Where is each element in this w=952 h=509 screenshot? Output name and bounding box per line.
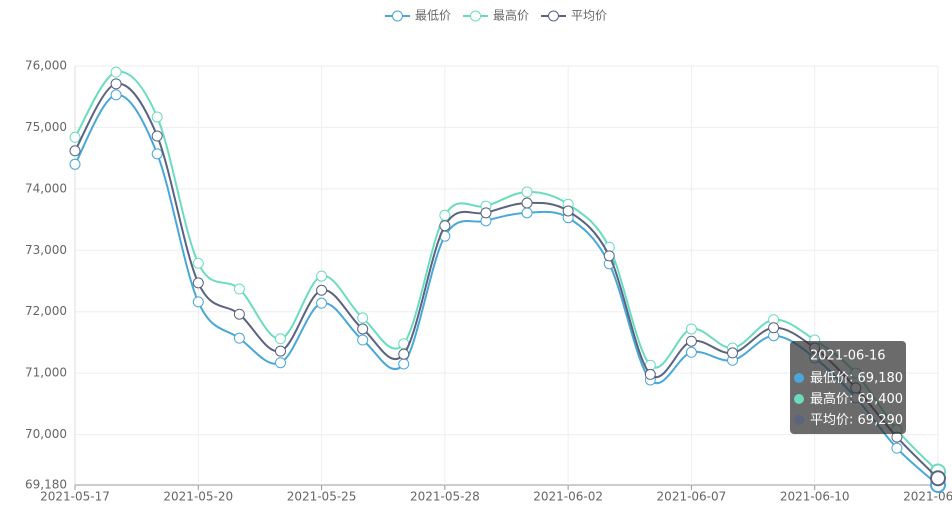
x-tick-label: 2021-06-10 xyxy=(780,490,850,504)
data-point xyxy=(192,277,204,289)
data-point xyxy=(274,357,286,369)
tooltip-item: 最高价: 69,400 xyxy=(810,391,903,407)
data-point xyxy=(521,207,533,219)
x-tick-label: 2021-05-17 xyxy=(40,490,110,504)
y-tick-label: 74,000 xyxy=(25,181,67,195)
data-point xyxy=(768,322,780,334)
data-point xyxy=(480,207,492,219)
y-tick-label: 73,000 xyxy=(25,243,67,257)
data-point xyxy=(398,358,410,370)
data-point xyxy=(151,148,163,160)
legend-marker xyxy=(470,10,481,22)
y-tick-label: 69,180 xyxy=(25,478,67,492)
data-point xyxy=(110,66,122,78)
data-point xyxy=(357,334,369,346)
y-tick-label: 72,000 xyxy=(25,304,67,318)
data-point xyxy=(891,442,903,454)
tooltip-value: 69,400 xyxy=(858,392,904,407)
data-point xyxy=(398,348,410,360)
data-point xyxy=(521,186,533,198)
tooltip-series: 最高价 xyxy=(810,391,849,407)
tooltip-box xyxy=(790,341,906,434)
tooltip-item: 平均价: 69,290 xyxy=(810,413,903,428)
y-tick-label: 75,000 xyxy=(25,120,67,134)
tooltip-title: 2021-06-16 xyxy=(810,349,886,364)
tooltip-dot xyxy=(794,415,804,425)
tooltip-value: 69,290 xyxy=(858,413,904,428)
data-point xyxy=(603,250,615,262)
legend-label: 平均价 xyxy=(571,9,607,23)
data-point xyxy=(357,323,369,335)
data-point xyxy=(110,89,122,101)
data-point xyxy=(930,470,946,487)
data-point xyxy=(316,297,328,309)
legend-label: 最低价 xyxy=(415,9,451,23)
data-point xyxy=(151,111,163,123)
data-point xyxy=(727,347,739,359)
data-point xyxy=(192,296,204,308)
data-point xyxy=(69,131,81,143)
y-tick-label: 70,000 xyxy=(25,427,67,441)
x-tick-label: 2021-05-25 xyxy=(287,490,357,504)
x-tick-label: 2021-06-02 xyxy=(533,490,603,504)
tooltip-dot xyxy=(794,373,804,383)
data-point xyxy=(233,308,245,320)
data-point xyxy=(439,220,451,232)
tooltip-item: 最低价: 69,180 xyxy=(810,371,903,386)
x-tick-label: 2021-05-20 xyxy=(163,490,233,504)
data-point xyxy=(274,345,286,357)
data-point xyxy=(110,78,122,90)
data-point xyxy=(69,145,81,157)
data-point xyxy=(685,346,697,358)
legend-marker xyxy=(548,10,559,22)
data-point xyxy=(69,158,81,170)
tooltip-series: 平均价 xyxy=(810,413,849,428)
data-point xyxy=(357,312,369,324)
data-point xyxy=(274,333,286,345)
data-point xyxy=(439,209,451,221)
data-point xyxy=(151,130,163,142)
data-point xyxy=(562,205,574,217)
legend-label: 最高价 xyxy=(493,8,529,23)
tooltip-series: 最低价 xyxy=(810,371,849,386)
data-point xyxy=(233,283,245,295)
x-tick-label: 2021-05-28 xyxy=(410,490,480,504)
legend-marker xyxy=(392,10,403,22)
y-tick-label: 71,000 xyxy=(25,366,67,380)
data-point xyxy=(685,323,697,335)
data-point xyxy=(685,335,697,347)
data-point xyxy=(644,368,656,380)
tooltip-dot xyxy=(794,394,804,404)
data-point xyxy=(316,284,328,296)
tooltip: 2021-06-16 最低价: 69,180 最高价: 69,400 平均价: 69,… xyxy=(790,341,906,434)
y-tick-label: 76,000 xyxy=(25,59,67,73)
x-tick-label: 2021-06-16 xyxy=(903,490,952,504)
tooltip-value: 69,180 xyxy=(858,371,904,386)
data-point xyxy=(316,270,328,282)
data-point xyxy=(192,257,204,269)
data-point xyxy=(233,332,245,344)
data-point xyxy=(521,197,533,209)
x-tick-label: 2021-06-07 xyxy=(657,490,727,504)
